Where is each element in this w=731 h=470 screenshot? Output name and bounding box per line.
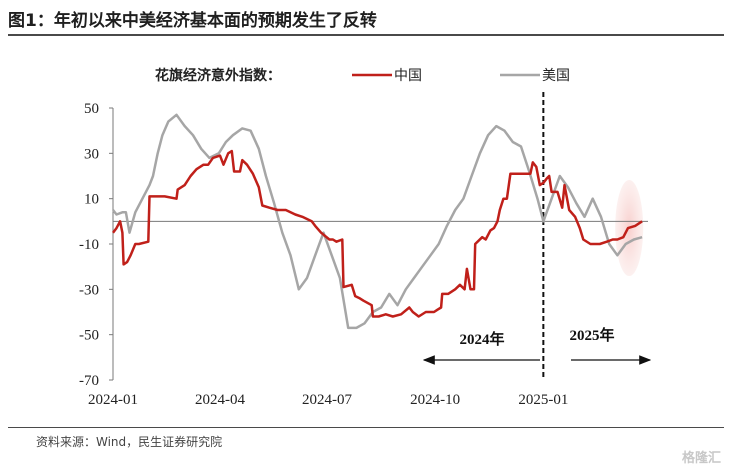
x-tick-label: 2024-07 [302, 392, 352, 408]
x-tick-label: 2025-01 [518, 392, 568, 408]
series-line-china [112, 149, 643, 318]
x-tick-label: 2024-04 [195, 392, 245, 408]
watermark: 格隆汇 [681, 451, 721, 466]
y-tick-label: -70 [79, 373, 99, 389]
x-tick-label: 2024-10 [410, 392, 460, 408]
annotation-2025: 2025年 [569, 326, 614, 344]
y-tick-label: -30 [79, 282, 99, 298]
legend-title: 花旗经济意外指数： [155, 67, 281, 84]
legend-label: 美国 [542, 68, 570, 84]
title-divider [8, 34, 724, 36]
annotation-2024: 2024年 [459, 330, 504, 348]
plot-layer: 50 30 10 -10 -30 -50 -70 2024-01 2024-04 2024-07 2… [79, 67, 652, 408]
source-note: 资料来源：Wind，民生证券研究院 [36, 435, 223, 449]
source-divider [8, 427, 724, 428]
y-tick-label: 50 [84, 101, 99, 117]
x-tick-label: 2024-01 [88, 392, 138, 408]
y-tick-label: -50 [79, 328, 99, 344]
series-line-usa [112, 113, 643, 330]
y-tick-label: -10 [79, 237, 99, 253]
y-tick-label: 10 [84, 192, 99, 208]
figure-title: 图1：年初以来中美经济基本面的预期发生了反转 [8, 11, 377, 31]
legend-label: 中国 [394, 68, 422, 84]
y-tick-label: 30 [84, 146, 99, 162]
